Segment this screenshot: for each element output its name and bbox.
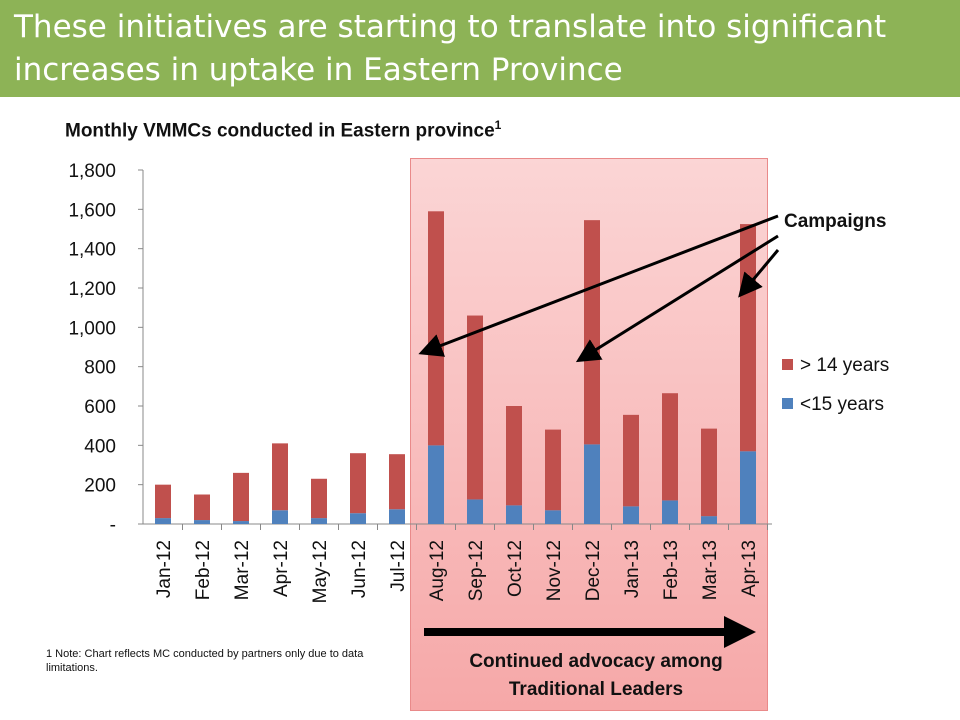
bar-over-14: [662, 393, 678, 501]
x-tick-label: Sep-12: [466, 540, 487, 601]
bar-under-15: [233, 521, 249, 524]
bar-under-15: [662, 500, 678, 524]
bar-over-14: [584, 220, 600, 445]
footnote: 1 Note: Chart reflects MC conducted by p…: [46, 648, 364, 674]
bar-over-14: [155, 484, 171, 519]
title-bar: These initiatives are starting to transl…: [0, 0, 960, 97]
bar-under-15: [155, 518, 171, 524]
bar-under-15: [350, 513, 366, 524]
bar-over-14: [389, 454, 405, 510]
x-tick-label: Oct-12: [505, 540, 526, 597]
bar-over-14: [701, 428, 717, 517]
chart-axes: - 200 400 600 800 1,000 1,200 1,400 1,600 1,800 Ja…: [68, 161, 772, 603]
y-tick-label: 1,000: [68, 318, 116, 339]
chart-title-text: Monthly VMMCs conducted in Eastern provi…: [65, 120, 495, 142]
y-tick-label: 800: [84, 358, 116, 379]
bar-under-15: [584, 444, 600, 524]
legend-label: > 14 years: [800, 355, 889, 376]
bar-under-15: [428, 445, 444, 524]
x-tick-label: Jan-13: [622, 540, 643, 598]
bar-under-15: [623, 506, 639, 524]
legend-swatch: [782, 359, 793, 370]
campaign-arrows: [418, 214, 780, 648]
legend-swatch: [782, 398, 793, 409]
campaigns-label: Campaigns: [784, 211, 887, 232]
bar-over-14: [467, 315, 483, 500]
bar-over-14: [311, 478, 327, 519]
campaign-arrow-aug: [418, 214, 779, 357]
y-tick-label: 1,800: [68, 161, 116, 182]
bar-over-14: [233, 472, 249, 522]
bar-over-14: [194, 494, 210, 521]
bar-over-14: [428, 211, 444, 446]
y-tick-label: 1,400: [68, 240, 116, 261]
bar-under-15: [389, 509, 405, 524]
bar-under-15: [545, 510, 561, 524]
y-tick-label: -: [110, 515, 116, 536]
x-tick-label: Aug-12: [427, 540, 448, 601]
x-tick-label: Mar-12: [232, 540, 253, 600]
x-tick-label: Feb-12: [193, 540, 214, 600]
x-tick-label: Jun-12: [349, 540, 370, 598]
campaign-arrow-apr: [738, 249, 780, 298]
y-tick-label: 1,600: [68, 200, 116, 221]
advocacy-label: Continued advocacy among Traditional Lea…: [469, 651, 723, 700]
bar-under-15: [701, 516, 717, 524]
bar-under-15: [506, 505, 522, 524]
bar-over-14: [623, 414, 639, 507]
bar-over-14: [350, 453, 366, 514]
y-tick-label: 200: [84, 476, 116, 497]
chart-title: Monthly VMMCs conducted in Eastern provi…: [65, 118, 501, 142]
chart-legend: > 14 years <15 years: [782, 355, 889, 415]
slide-title: These initiatives are starting to transl…: [14, 9, 887, 88]
chart-title-footnote-ref: 1: [494, 118, 502, 132]
x-tick-label: Dec-12: [583, 540, 604, 601]
bar-over-14: [272, 443, 288, 511]
legend-label: <15 years: [800, 394, 884, 415]
y-tick-label: 600: [84, 397, 116, 418]
x-tick-label: Jul-12: [388, 540, 409, 592]
y-tick-label: 1,200: [68, 279, 116, 300]
x-tick-label: May-12: [310, 540, 331, 603]
bar-over-14: [506, 406, 522, 506]
x-tick-label: Apr-13: [739, 540, 760, 597]
bar-under-15: [740, 451, 756, 524]
bar-under-15: [311, 518, 327, 524]
bar-over-14: [545, 429, 561, 511]
bar-under-15: [467, 499, 483, 524]
y-tick-label: 400: [84, 436, 116, 457]
x-tick-label: Mar-13: [700, 540, 721, 600]
bar-under-15: [272, 510, 288, 524]
bar-under-15: [194, 520, 210, 524]
x-tick-label: Nov-12: [544, 540, 565, 601]
campaign-arrow-dec: [575, 234, 779, 363]
x-tick-label: Apr-12: [271, 540, 292, 597]
x-tick-label: Jan-12: [154, 540, 175, 598]
x-tick-label: Feb-13: [661, 540, 682, 600]
